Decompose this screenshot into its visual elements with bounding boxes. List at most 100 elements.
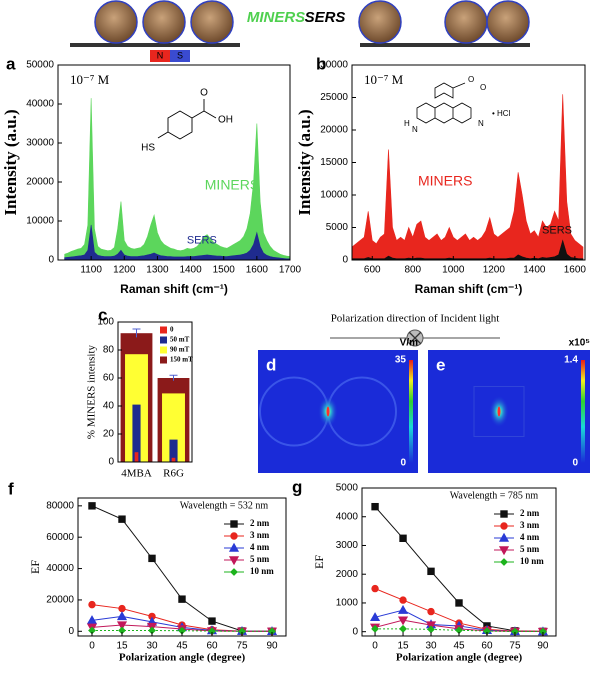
spectrum xyxy=(64,224,291,261)
nanoparticle xyxy=(190,0,234,44)
legend-label: 50 mT xyxy=(170,336,190,344)
bar xyxy=(169,439,178,462)
legend-label: 4 nm xyxy=(520,532,540,542)
marker xyxy=(427,607,435,616)
x-axis-label: Raman shift (cm⁻¹) xyxy=(415,282,523,296)
y-tick-label: 5000 xyxy=(326,222,349,233)
panel-letter: f xyxy=(8,479,14,498)
marker xyxy=(427,567,435,576)
magnet-north xyxy=(150,50,170,62)
annotation: Wavelength = 532 nm xyxy=(180,500,269,511)
structure-label: O xyxy=(480,83,486,92)
y-tick-label: 0 xyxy=(68,626,74,637)
x-tick-label: 1600 xyxy=(564,265,587,276)
y-tick-label: 5000 xyxy=(336,483,359,494)
colorbar-tick-label: 1.4 xyxy=(564,355,578,366)
legend-label: 3 nm xyxy=(520,520,540,530)
legend-swatch xyxy=(160,346,167,354)
marker xyxy=(230,532,238,540)
panel-letter: a xyxy=(6,54,16,73)
panel-letter: g xyxy=(292,477,302,496)
x-tick-label: 90 xyxy=(537,641,549,652)
marker xyxy=(230,568,238,576)
legend-label: 10 nm xyxy=(250,566,274,576)
legend-label: 4 nm xyxy=(250,542,270,552)
y-tick-label: 25000 xyxy=(320,92,348,103)
series-label: MINERS xyxy=(205,177,259,193)
y-tick-label: 40 xyxy=(103,401,115,412)
marker xyxy=(399,624,407,633)
polarizer-icon xyxy=(330,329,500,347)
bar xyxy=(162,393,185,462)
marker xyxy=(500,558,508,566)
marker xyxy=(178,595,186,603)
error-bar xyxy=(132,328,141,338)
structure-label: H xyxy=(404,119,410,128)
y-tick-label: 0 xyxy=(108,457,114,468)
structure-label: N xyxy=(478,119,484,128)
marker xyxy=(88,600,96,609)
y-tick-label: 80 xyxy=(103,345,115,356)
structure-label: O xyxy=(468,75,474,84)
marker xyxy=(148,554,156,563)
spectrum xyxy=(64,98,291,261)
illustration-label: MINERS xyxy=(247,9,305,26)
series-label: MINERS xyxy=(418,173,472,189)
y-axis-label: EF xyxy=(312,555,326,569)
colorbar xyxy=(409,360,413,463)
x-axis-label: Polarization angle (degree) xyxy=(119,652,246,664)
y-tick-label: 0 xyxy=(342,255,348,266)
illustration-label: SERS xyxy=(305,9,346,26)
x-tick-label: 0 xyxy=(89,641,95,652)
legend-label: 5 nm xyxy=(520,544,540,554)
legend-label: 2 nm xyxy=(250,518,270,528)
x-tick-label: 1700 xyxy=(279,265,302,276)
nanoparticle xyxy=(142,0,186,44)
x-tick-label: 4MBA xyxy=(121,468,152,480)
marker xyxy=(498,546,510,556)
colorbar-tick-label: 35 xyxy=(395,355,407,366)
marker xyxy=(116,611,128,621)
x-tick-label: 90 xyxy=(266,641,278,652)
x-tick-label: 75 xyxy=(509,641,521,652)
magnet-south xyxy=(170,50,190,62)
plot-frame xyxy=(117,321,193,463)
marker xyxy=(500,522,508,530)
marker xyxy=(86,615,98,625)
marker xyxy=(399,596,407,604)
x-tick-label: 600 xyxy=(364,265,381,276)
x-tick-label: 1600 xyxy=(246,265,269,276)
panel-letter: e xyxy=(436,355,445,374)
magnet-label: S xyxy=(177,50,183,60)
y-tick-label: 3000 xyxy=(336,540,359,551)
molecule xyxy=(416,82,472,124)
x-tick-label: 1000 xyxy=(442,265,465,276)
marker xyxy=(208,617,216,625)
bond xyxy=(157,131,169,139)
substrate xyxy=(360,43,530,47)
structure-label: OH xyxy=(218,115,233,126)
series-line xyxy=(91,505,273,632)
x-tick-label: 1400 xyxy=(523,265,546,276)
x-tick-label: 15 xyxy=(397,641,409,652)
series-label: SERS xyxy=(542,225,572,237)
x-tick-label: 0 xyxy=(372,641,378,652)
x-tick-label: 1200 xyxy=(483,265,506,276)
x-tick-label: R6G xyxy=(163,468,184,480)
legend-swatch xyxy=(160,336,167,344)
legend-label: 90 mT xyxy=(170,346,190,354)
legend-label: 2 nm xyxy=(520,508,540,518)
colorbar-tick-label: 0 xyxy=(400,458,406,469)
bar xyxy=(134,452,139,462)
marker xyxy=(118,515,126,523)
illustration: N S MINERS SERS xyxy=(70,0,530,62)
y-tick-label: 20 xyxy=(103,429,115,440)
y-axis-label: % MINERS intensity xyxy=(86,344,98,439)
bar xyxy=(171,457,176,462)
x-tick-label: 60 xyxy=(481,641,493,652)
x-tick-label: 1100 xyxy=(80,265,102,276)
marker xyxy=(118,604,126,613)
magnet-label: N xyxy=(157,50,164,60)
marker xyxy=(500,510,508,518)
marker xyxy=(455,599,463,607)
